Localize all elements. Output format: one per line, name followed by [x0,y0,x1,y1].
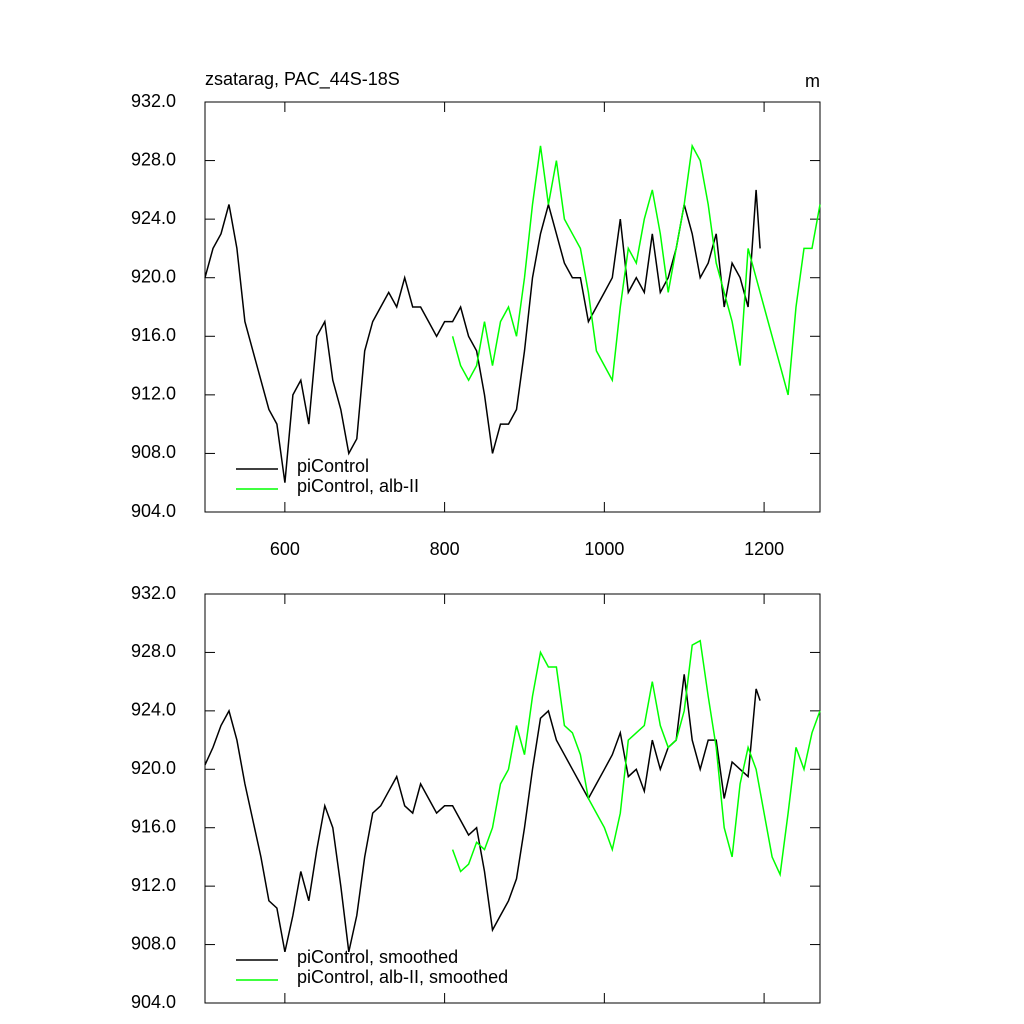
legend-label: piControl, alb-II [297,476,419,496]
legend-label: piControl [297,456,369,476]
y-tick-label: 912.0 [131,875,176,895]
y-tick-label: 932.0 [131,583,176,603]
y-tick-label: 908.0 [131,442,176,462]
y-tick-label: 928.0 [131,149,176,169]
units-label: m [805,71,820,91]
series-line [451,639,821,878]
y-tick-label: 908.0 [131,933,176,953]
y-tick-label: 912.0 [131,384,176,404]
y-tick-label: 904.0 [131,501,176,521]
series-line [451,143,821,396]
series-line [204,189,761,483]
y-tick-label: 924.0 [131,700,176,720]
x-tick-label: 1200 [744,539,784,559]
chart-title: zsatarag, PAC_44S-18S [205,69,400,90]
x-tick-label: 800 [430,539,460,559]
legend-label: piControl, alb-II, smoothed [297,967,508,987]
y-tick-label: 932.0 [131,91,176,111]
y-tick-label: 916.0 [131,816,176,836]
y-tick-label: 924.0 [131,208,176,228]
legend-label: piControl, smoothed [297,947,458,967]
y-tick-label: 916.0 [131,325,176,345]
x-tick-label: 600 [270,539,300,559]
y-tick-label: 904.0 [131,992,176,1012]
plot-frame [204,101,821,513]
series-line [204,674,761,953]
y-tick-label: 920.0 [131,266,176,286]
y-tick-label: 920.0 [131,758,176,778]
x-tick-label: 1000 [584,539,624,559]
plot-frame [204,593,821,1004]
y-tick-label: 928.0 [131,641,176,661]
